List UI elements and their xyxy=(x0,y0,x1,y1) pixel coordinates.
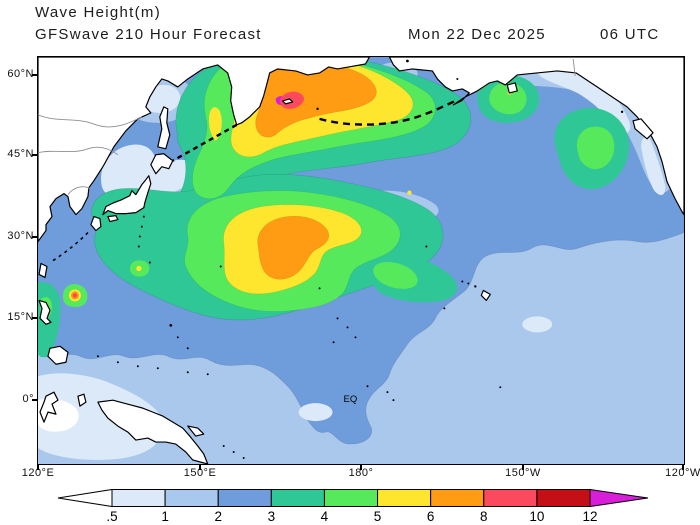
colorbar-segment xyxy=(430,489,485,507)
land-alaska-north-america xyxy=(388,57,684,216)
lon-tick xyxy=(682,465,684,470)
colorbar-tick-label: 10 xyxy=(529,509,544,524)
ocean-extreme-layer xyxy=(72,91,304,298)
colorbar-segment xyxy=(217,489,272,507)
lon-label: 120°E xyxy=(21,467,55,479)
lon-tick xyxy=(522,465,524,470)
lon-label: 150°E xyxy=(183,467,217,479)
land-sulawesi xyxy=(39,391,59,423)
colorbar-tick-label: 5 xyxy=(374,509,382,524)
country-borders xyxy=(38,58,576,195)
land-shikoku xyxy=(107,215,119,223)
small-islands xyxy=(96,59,624,460)
land-mindanao xyxy=(47,345,69,365)
valid-date: Mon 22 Dec 2025 xyxy=(408,26,546,43)
lon-label: 150°W xyxy=(505,467,541,479)
land-luzon xyxy=(38,299,52,325)
land-taiwan xyxy=(38,262,48,279)
colorbar-segment xyxy=(323,489,379,507)
lon-tick xyxy=(37,465,39,470)
colorbar-segment xyxy=(483,489,538,507)
page-title: Wave Height(m) xyxy=(35,4,161,21)
equator-label: EQ xyxy=(344,394,358,405)
lat-tick xyxy=(32,399,37,401)
valid-time: 06 UTC xyxy=(600,26,660,43)
colorbar-segment xyxy=(111,489,166,507)
lat-tick xyxy=(32,317,37,319)
colorbar-tick-label: .5 xyxy=(106,509,117,524)
lon-label: 180° xyxy=(348,467,374,479)
colorbar-above-max-arrow xyxy=(589,488,649,508)
lat-label: 30°N xyxy=(7,230,34,242)
land-layer xyxy=(38,57,684,464)
land-hawaii-big-island xyxy=(480,289,491,302)
lon-tick xyxy=(360,465,362,470)
lon-label: 120°W xyxy=(665,467,700,479)
ocean-6-8m-layer xyxy=(70,59,377,300)
pacific-map: EQ xyxy=(37,56,685,465)
lat-tick xyxy=(32,74,37,76)
colorbar-tick-label: 12 xyxy=(582,509,597,524)
kuril-islands-chain xyxy=(172,123,238,162)
island-chains xyxy=(49,99,456,264)
lat-label: 0° xyxy=(22,393,34,405)
colorbar-tick-label: 1 xyxy=(161,509,169,524)
aleutian-islands-chain xyxy=(319,99,456,126)
colorbar-segment xyxy=(536,489,591,507)
land-new-britain xyxy=(187,425,205,437)
lat-label: 45°N xyxy=(7,148,34,160)
land-kodiak xyxy=(506,82,518,94)
land-commander-islands xyxy=(282,98,294,105)
lon-tick xyxy=(199,465,201,470)
land-hokkaido xyxy=(150,153,174,175)
colorbar-segment xyxy=(270,489,325,507)
wave-height-contour-map: EQ xyxy=(38,57,684,464)
colorbar-segment xyxy=(164,489,219,507)
colorbar-tick-label: 4 xyxy=(321,509,329,524)
model-subtitle: GFSwave 210 Hour Forecast xyxy=(35,26,262,43)
land-halmahera xyxy=(77,393,87,407)
land-honshu xyxy=(102,175,152,216)
colorbar-tick-label: 8 xyxy=(480,509,488,524)
colorbar-tick-label: 6 xyxy=(427,509,435,524)
ryukyu-islands-chain xyxy=(49,232,89,264)
wave-height-colorbar: .5 1 2 3 4 5 6 8 10 12 xyxy=(57,488,649,524)
lat-tick xyxy=(32,154,37,156)
land-kyushu xyxy=(90,216,102,232)
lat-label: 60°N xyxy=(7,68,34,80)
land-new-guinea xyxy=(97,399,209,464)
colorbar-segment xyxy=(377,489,432,507)
colorbar-tick-label: 2 xyxy=(214,509,222,524)
land-siberia-asia xyxy=(38,57,371,243)
lat-label: 15°N xyxy=(7,311,34,323)
colorbar-below-min-arrow xyxy=(57,488,113,508)
land-vancouver-island xyxy=(632,118,654,140)
land-sakhalin xyxy=(157,106,171,150)
colorbar-tick-label: 3 xyxy=(268,509,276,524)
lat-tick xyxy=(32,236,37,238)
